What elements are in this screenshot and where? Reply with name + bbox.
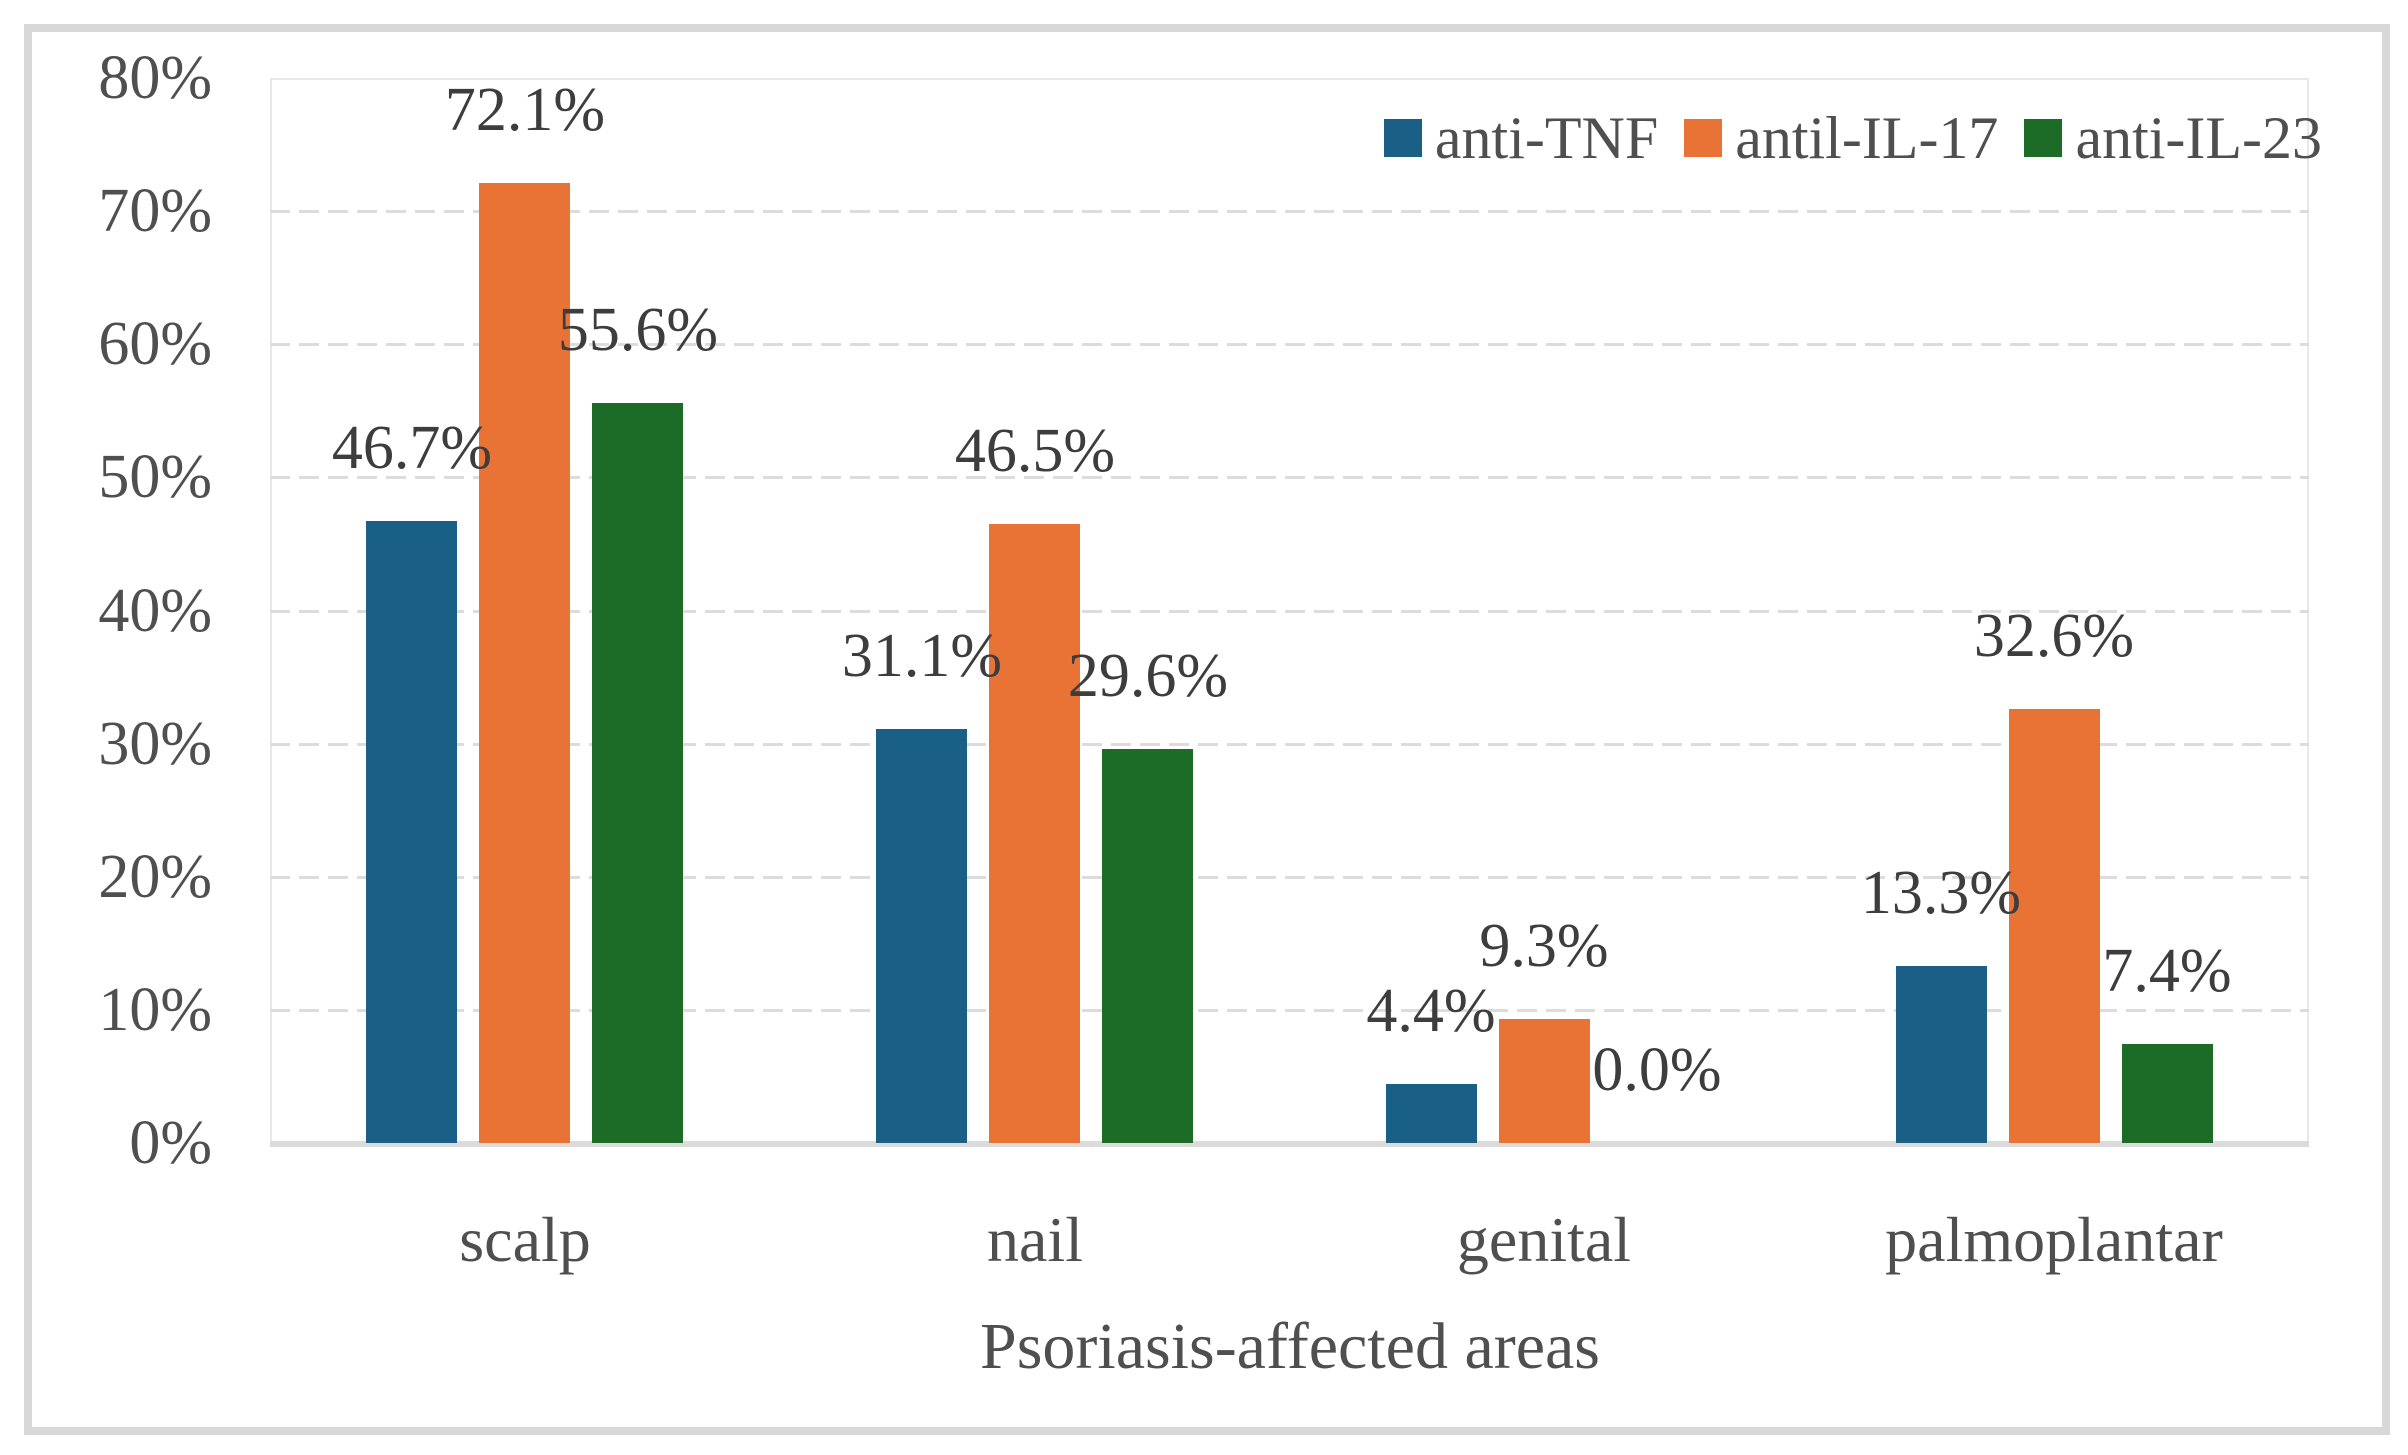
data-label-nail-anti-IL-23: 29.6% — [1067, 642, 1229, 710]
category-label-nail: nail — [987, 1204, 1083, 1275]
y-tick-label: 70% — [98, 177, 212, 245]
category-label-genital: genital — [1456, 1204, 1632, 1275]
gridline — [270, 1009, 2309, 1012]
data-label-nail-anti-TNF: 31.1% — [841, 622, 1003, 690]
data-label-scalp-anti-IL-23: 55.6% — [557, 296, 719, 364]
gridline — [270, 210, 2309, 213]
legend-swatch-icon — [2024, 119, 2063, 157]
y-tick-label: 50% — [98, 443, 212, 511]
data-label-palmoplantar-antil-IL-17: 32.6% — [1973, 602, 2135, 670]
gridline — [270, 876, 2309, 879]
legend-swatch-icon — [1684, 119, 1723, 157]
y-tick-label: 30% — [98, 710, 212, 778]
data-label-nail-antil-IL-17: 46.5% — [954, 417, 1116, 485]
bar-scalp-anti-IL-23 — [592, 403, 683, 1143]
bar-genital-anti-TNF — [1386, 1084, 1477, 1143]
y-tick-label: 60% — [98, 310, 212, 378]
data-label-genital-anti-TNF: 4.4% — [1366, 977, 1496, 1045]
legend-item-anti-TNF: anti-TNF — [1383, 103, 1659, 173]
data-label-scalp-anti-TNF: 46.7% — [331, 414, 493, 482]
y-tick-label: 0% — [129, 1109, 212, 1177]
gridline — [270, 343, 2309, 346]
legend-item-anti-IL-23: anti-IL-23 — [2024, 103, 2322, 173]
y-tick-label: 10% — [98, 976, 212, 1044]
data-label-genital-antil-IL-17: 9.3% — [1479, 912, 1609, 980]
y-tick-label: 80% — [98, 44, 212, 112]
data-label-palmoplantar-anti-IL-23: 7.4% — [2102, 937, 2232, 1005]
category-label-palmoplantar: palmoplantar — [1885, 1204, 2223, 1275]
bar-palmoplantar-antil-IL-17 — [2009, 709, 2100, 1143]
gridline — [270, 476, 2309, 479]
legend-item-antil-IL-17: antil-IL-17 — [1684, 103, 1998, 173]
category-label-scalp: scalp — [459, 1204, 591, 1275]
legend-label: antil-IL-17 — [1735, 105, 1999, 171]
bar-nail-antil-IL-17 — [989, 524, 1080, 1143]
bar-scalp-anti-TNF — [366, 521, 457, 1143]
bar-palmoplantar-anti-IL-23 — [2122, 1044, 2213, 1143]
data-label-genital-anti-IL-23: 0.0% — [1592, 1036, 1722, 1104]
bar-palmoplantar-anti-TNF — [1896, 966, 1987, 1143]
figure-frame: 0% 10% 20% 30% 40% 50% 60% 70% 80% 46.7% 72.1% 55.… — [24, 24, 2390, 1435]
bar-nail-anti-TNF — [876, 729, 967, 1143]
data-label-palmoplantar-anti-TNF: 13.3% — [1860, 859, 2022, 927]
bar-nail-anti-IL-23 — [1102, 749, 1193, 1143]
gridline — [270, 743, 2309, 746]
y-tick-label: 20% — [98, 843, 212, 911]
legend-swatch-icon — [1383, 119, 1422, 157]
bar-genital-antil-IL-17 — [1499, 1019, 1590, 1143]
legend: anti-TNF antil-IL-17 anti-IL-23 — [1383, 103, 2322, 173]
x-axis-title: Psoriasis-affected areas — [979, 1310, 1600, 1383]
legend-label: anti-TNF — [1434, 105, 1659, 171]
gridline — [270, 610, 2309, 613]
y-tick-label: 40% — [98, 577, 212, 645]
data-label-scalp-antil-IL-17: 72.1% — [444, 76, 606, 144]
x-axis-line — [270, 1141, 2309, 1147]
bar-scalp-antil-IL-17 — [479, 183, 570, 1143]
legend-label: anti-IL-23 — [2075, 105, 2322, 171]
